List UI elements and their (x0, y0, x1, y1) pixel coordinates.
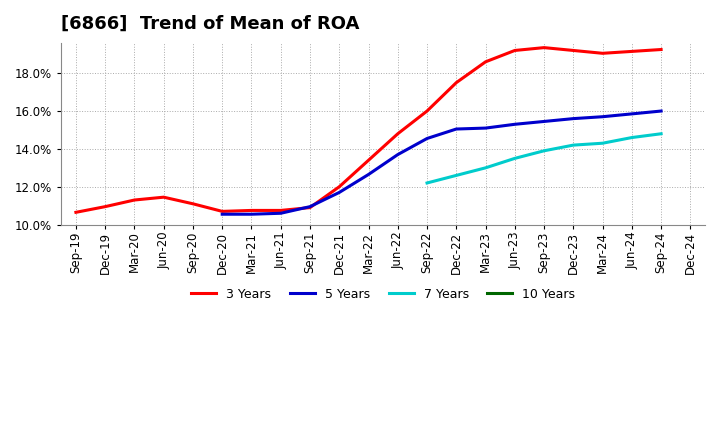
Text: [6866]  Trend of Mean of ROA: [6866] Trend of Mean of ROA (61, 15, 360, 33)
Legend: 3 Years, 5 Years, 7 Years, 10 Years: 3 Years, 5 Years, 7 Years, 10 Years (186, 282, 580, 306)
